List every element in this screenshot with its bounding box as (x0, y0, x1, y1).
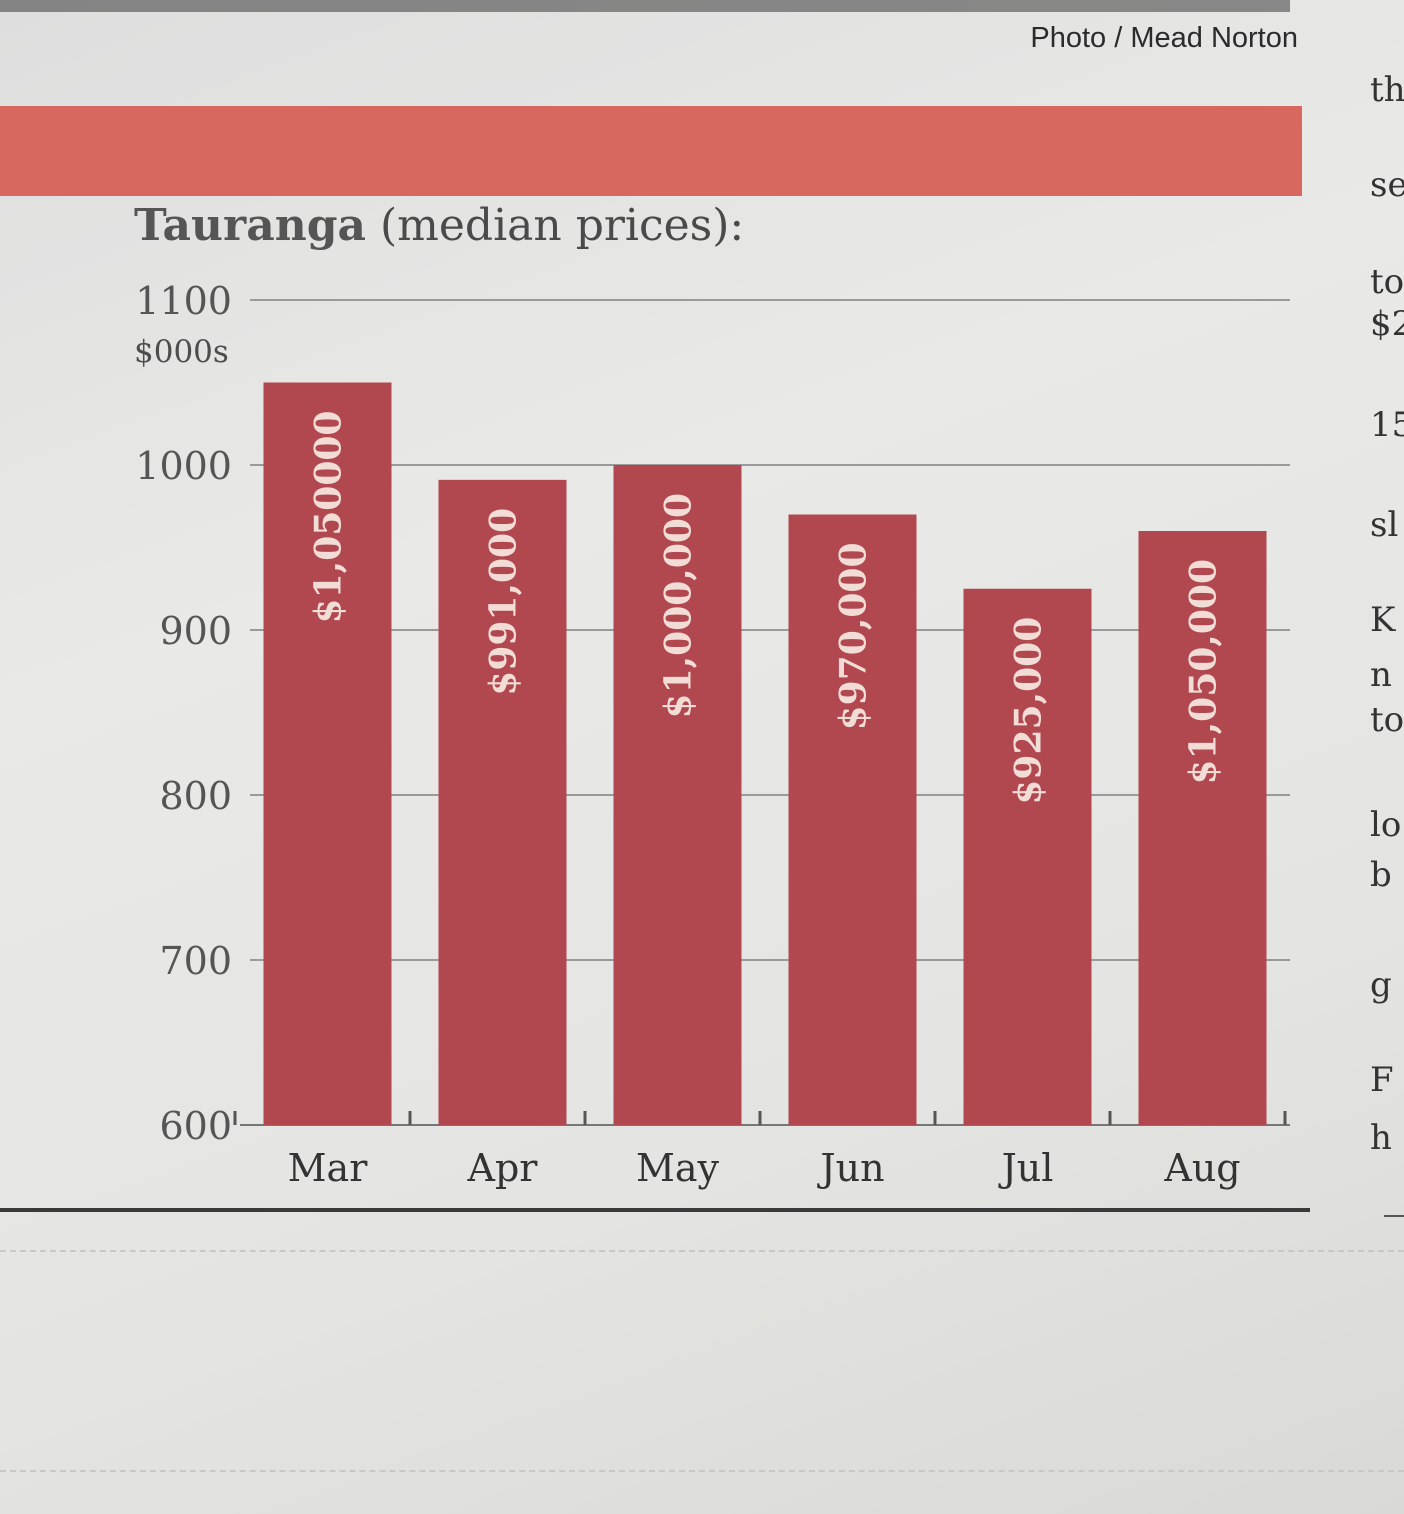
column-fragment: h (1370, 1118, 1392, 1158)
column-fragment: 15 (1370, 405, 1404, 445)
bar (263, 382, 392, 1125)
x-category-label: May (636, 1146, 720, 1190)
bar-data-label: $1,000,000 (658, 493, 700, 718)
column-fragment: th (1370, 70, 1404, 110)
bar-data-label: $991,000 (483, 508, 525, 696)
chart-title-bold: Tauranga (134, 200, 366, 251)
bar-data-label: $1,050,000 (1183, 559, 1225, 784)
unit-label: $000s (134, 334, 229, 370)
x-category-label: Aug (1163, 1146, 1240, 1190)
bar (438, 479, 567, 1126)
column-fragment: n (1370, 655, 1392, 695)
bar-data-label: $1,050000 (308, 411, 350, 624)
x-category-label: Jul (998, 1146, 1054, 1190)
photo-credit: Photo / Mead Norton (1030, 22, 1298, 54)
column-fragment: to (1370, 262, 1404, 302)
bar (788, 514, 917, 1125)
column-fragment: g (1370, 965, 1392, 1005)
bar (963, 588, 1092, 1125)
column-fragment: $2 (1370, 304, 1404, 344)
headline-strip (0, 0, 1290, 12)
column-fragment: to (1370, 700, 1404, 740)
column-fragment: se (1370, 165, 1404, 205)
y-tick-label: 1000 (135, 444, 232, 488)
y-tick-label: 1100 (135, 279, 232, 323)
y-tick-label: 600 (159, 1104, 232, 1148)
bar (1138, 531, 1267, 1125)
red-banner (0, 106, 1302, 196)
column-fragment: K (1370, 600, 1396, 640)
column-fragment: b (1370, 855, 1392, 895)
column-fragment: lo (1370, 805, 1402, 845)
x-category-label: Jun (816, 1146, 884, 1190)
y-tick-label: 900 (159, 609, 232, 653)
x-category-label: Mar (288, 1146, 369, 1190)
column-fragment: F (1370, 1060, 1394, 1100)
x-category-label: Apr (467, 1146, 539, 1190)
y-tick-label: 700 (159, 939, 232, 983)
y-tick-label: 800 (159, 774, 232, 818)
dashed-fold-line-lower (0, 1470, 1404, 1472)
chart-title: Tauranga (median prices): (134, 200, 744, 251)
dashed-fold-line (0, 1250, 1404, 1252)
bar-data-label: $970,000 (833, 543, 875, 731)
chart-title-rest: (median prices): (366, 200, 745, 251)
side-rule (1384, 1215, 1404, 1217)
bottom-rule (0, 1208, 1310, 1212)
bar (613, 465, 742, 1125)
bar-data-label: $925,000 (1008, 617, 1050, 805)
column-fragment: sl (1370, 505, 1399, 545)
